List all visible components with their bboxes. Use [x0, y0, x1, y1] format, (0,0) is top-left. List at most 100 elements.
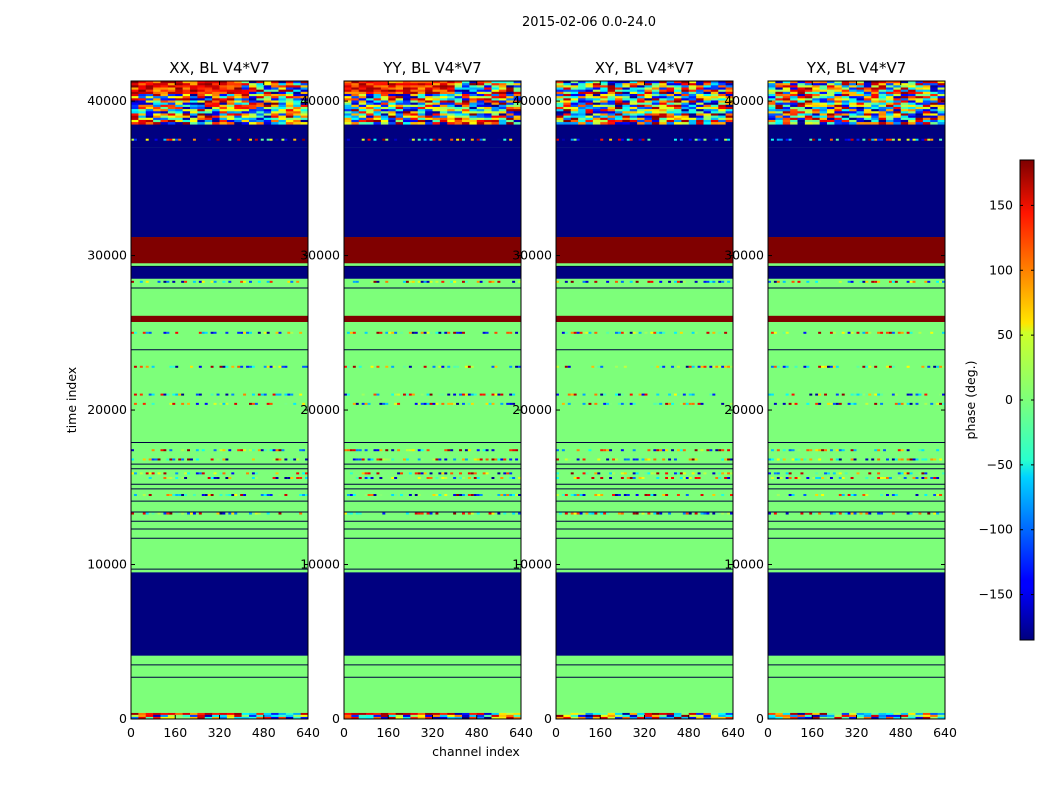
- noise-dot: [509, 138, 513, 141]
- y-tick-label: 0: [332, 711, 340, 726]
- noise-cell: [775, 109, 784, 112]
- noise-cell: [476, 115, 485, 119]
- noise-cell: [197, 104, 206, 108]
- noise-dot: [685, 477, 689, 480]
- noise-cell: [666, 714, 675, 718]
- noise-dot: [299, 477, 303, 480]
- noise-cell: [615, 109, 623, 112]
- noise-dot: [715, 138, 719, 141]
- noise-cell: [703, 113, 712, 116]
- noise-cell: [915, 113, 924, 116]
- noise-cell: [782, 93, 791, 97]
- noise-dot: [352, 458, 356, 461]
- noise-cell: [804, 83, 813, 86]
- noise-cell: [491, 117, 500, 121]
- noise-dot: [656, 512, 660, 515]
- noise-cell: [600, 100, 609, 103]
- noise-dot: [414, 512, 418, 515]
- noise-cell: [659, 106, 668, 110]
- noise-cell: [204, 122, 213, 125]
- noise-dot: [576, 512, 580, 515]
- noise-dot: [459, 477, 462, 480]
- noise-cell: [484, 100, 492, 103]
- noise-cell: [827, 712, 835, 716]
- noise-cell: [153, 81, 161, 84]
- noise-cell: [197, 83, 206, 86]
- noise-dot: [151, 393, 155, 396]
- noise-cell: [651, 109, 660, 112]
- noise-cell: [484, 87, 492, 90]
- noise-dot: [874, 393, 878, 396]
- noise-dot: [856, 365, 860, 368]
- noise-dot: [432, 458, 436, 461]
- noise-cell: [578, 89, 586, 93]
- noise-cell: [513, 119, 522, 123]
- noise-cell: [395, 117, 404, 121]
- noise-cell: [212, 96, 220, 99]
- noise-dot: [730, 494, 733, 497]
- noise-cell: [256, 102, 265, 106]
- noise-cell: [417, 85, 426, 88]
- noise-cell: [797, 85, 806, 88]
- noise-cell: [410, 104, 419, 108]
- noise-cell: [344, 111, 352, 114]
- phase-band: [556, 237, 733, 264]
- noise-cell: [469, 117, 478, 121]
- noise-cell: [300, 91, 309, 95]
- noise-cell: [454, 115, 463, 119]
- noise-cell: [366, 113, 374, 116]
- noise-dot: [195, 472, 199, 475]
- noise-cell: [674, 89, 682, 93]
- noise-cell: [782, 98, 791, 101]
- noise-cell: [812, 85, 821, 88]
- noise-dot: [939, 138, 943, 141]
- noise-cell: [827, 83, 835, 86]
- noise-dot: [930, 477, 934, 480]
- noise-dot: [509, 477, 513, 480]
- noise-dot: [785, 365, 789, 368]
- noise-cell: [204, 98, 213, 101]
- noise-cell: [190, 109, 198, 112]
- noise-cell: [570, 83, 579, 86]
- noise-dot: [921, 449, 925, 452]
- noise-dot: [838, 458, 842, 461]
- noise-dot: [237, 402, 241, 405]
- noise-cell: [439, 98, 448, 101]
- noise-cell: [782, 85, 791, 88]
- noise-cell: [190, 83, 198, 86]
- panel-title: YX, BL V4*V7: [806, 59, 907, 77]
- noise-cell: [182, 712, 191, 716]
- noise-dot: [665, 402, 669, 405]
- noise-dot: [656, 393, 660, 396]
- noise-cell: [278, 716, 287, 720]
- noise-cell: [351, 716, 360, 720]
- noise-cell: [600, 106, 609, 110]
- noise-dot: [579, 458, 583, 461]
- noise-cell: [138, 122, 147, 125]
- noise-cell: [234, 87, 243, 90]
- noise-dot: [453, 365, 457, 368]
- noise-dot: [859, 393, 863, 396]
- noise-cell: [878, 85, 887, 88]
- noise-dot: [181, 449, 185, 452]
- noise-dot: [373, 280, 377, 283]
- noise-cell: [432, 712, 441, 716]
- noise-dot: [688, 138, 692, 141]
- noise-dot: [688, 477, 692, 480]
- noise-cell: [145, 87, 154, 90]
- noise-cell: [417, 81, 426, 84]
- noise-cell: [804, 100, 813, 103]
- noise-cell: [167, 712, 176, 716]
- noise-cell: [570, 119, 579, 123]
- noise-dot: [706, 512, 710, 515]
- noise-cell: [380, 100, 389, 103]
- noise-cell: [403, 104, 411, 108]
- noise-dot: [862, 138, 866, 141]
- noise-cell: [219, 117, 228, 121]
- noise-dot: [782, 280, 786, 283]
- noise-dot: [603, 512, 607, 515]
- noise-cell: [153, 113, 161, 116]
- noise-cell: [160, 104, 169, 108]
- noise-cell: [197, 93, 206, 97]
- noise-cell: [380, 714, 389, 718]
